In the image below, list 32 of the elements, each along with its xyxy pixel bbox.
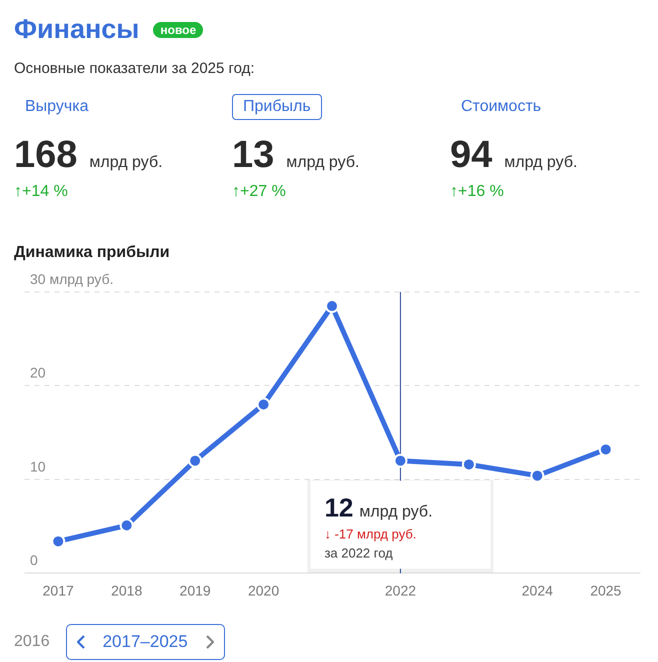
chart-title: Динамика прибыли (14, 244, 170, 262)
text: 13 (232, 134, 274, 177)
text: Финансы (14, 14, 140, 45)
text: 168 (14, 134, 78, 177)
text: Прибыль (232, 94, 322, 120)
x-tick-label: 2024 (522, 582, 554, 598)
y-tick-label: 0 (30, 552, 38, 568)
text: Стоимость (460, 97, 542, 117)
text: 94 (450, 134, 492, 177)
text: млрд руб. (89, 154, 163, 172)
text: млрд руб. (286, 154, 360, 172)
x-tick-label: 2018 (111, 582, 142, 598)
text: Основные показатели за 2025 год: (14, 60, 255, 77)
x-tick-label: 2022 (384, 582, 416, 598)
text: ↑+16 % (450, 183, 505, 201)
text: Выручка (24, 97, 90, 117)
text: млрд руб. (504, 154, 578, 172)
x-tick-label: 2020 (248, 582, 280, 598)
text: 2017–2025 (102, 632, 188, 652)
annotation: ↓ -17 млрд руб. (324, 526, 416, 542)
x-tick-label: 2019 (180, 582, 211, 598)
text: новое (153, 22, 204, 38)
x-tick-label: 2025 (590, 582, 622, 598)
text: ↑+27 % (232, 183, 287, 201)
annotation: 12 млрд руб. (324, 492, 433, 523)
text: 2016 (14, 633, 50, 651)
annotation: за 2022 год (324, 546, 394, 561)
x-tick-label: 2017 (42, 582, 74, 598)
text: ↑+14 % (14, 183, 69, 201)
y-tick-label: 20 (30, 364, 46, 381)
y-tick-label: 10 (30, 458, 46, 474)
y-tick-label: 30 млрд руб. (30, 270, 114, 287)
